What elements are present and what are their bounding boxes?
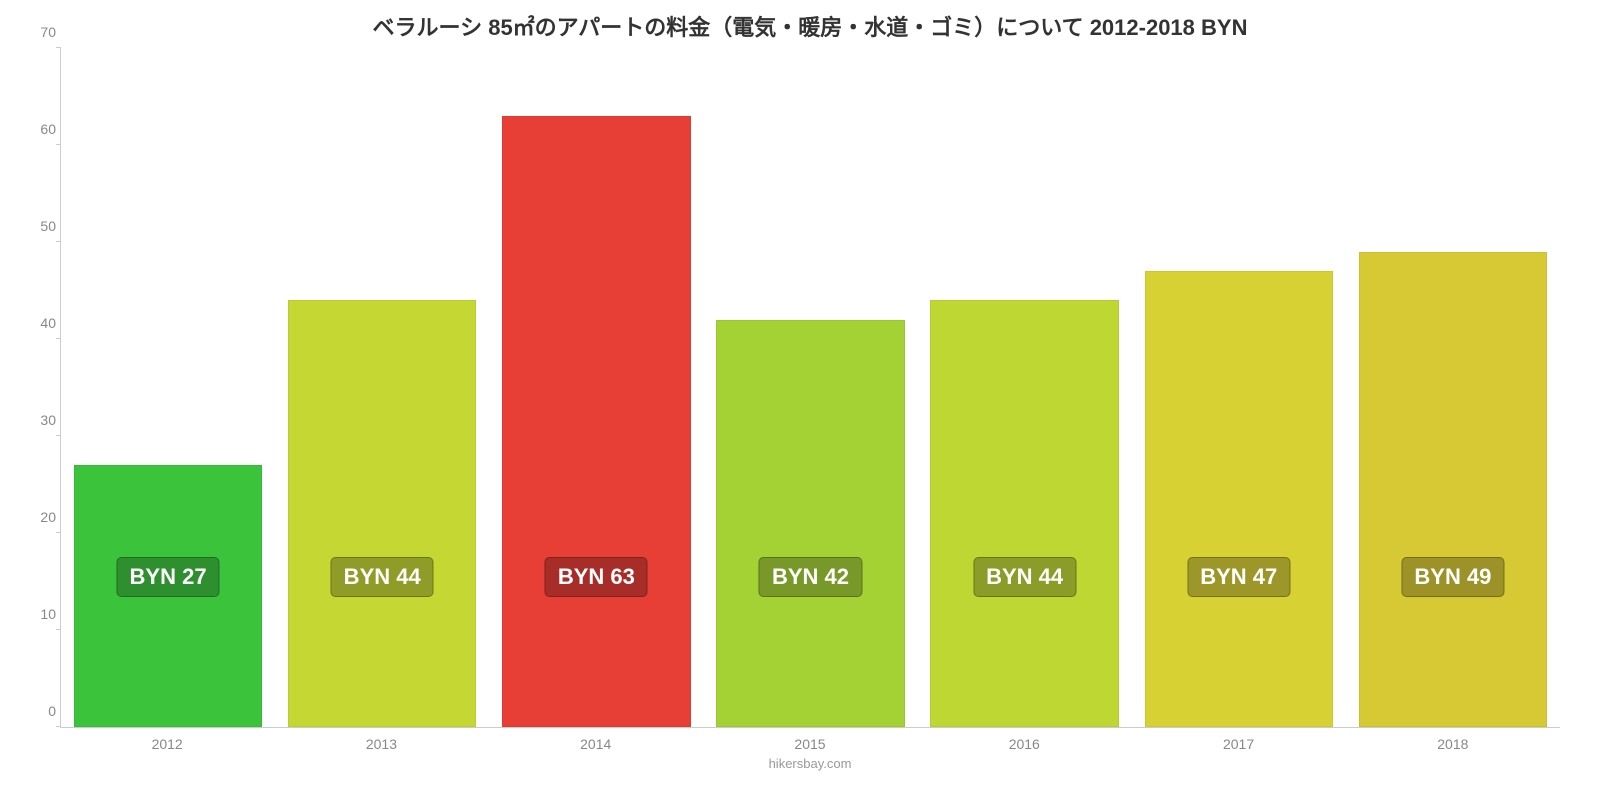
- y-tick-mark: [56, 47, 61, 48]
- y-tick-label: 0: [21, 703, 56, 719]
- y-tick-mark: [56, 144, 61, 145]
- bar-value-label: BYN 44: [331, 557, 434, 597]
- x-tick-label: 2013: [274, 736, 488, 752]
- bar-value-label: BYN 44: [973, 557, 1076, 597]
- bar: [288, 300, 476, 727]
- attribution-text: hikersbay.com: [60, 756, 1560, 771]
- y-tick-label: 20: [21, 509, 56, 525]
- bar-slot: BYN 42: [703, 48, 917, 727]
- bar-value-label: BYN 47: [1187, 557, 1290, 597]
- plot-area: BYN 27 BYN 44 BYN 63 BYN 42 BYN 44 BYN 47 BYN …: [60, 48, 1560, 728]
- bar-value-label: BYN 49: [1401, 557, 1504, 597]
- bar: [1145, 271, 1333, 727]
- chart-container: ベラルーシ 85㎡のアパートの料金（電気・暖房・水道・ゴミ）について 2012-…: [0, 0, 1600, 800]
- bar-slot: BYN 27: [61, 48, 275, 727]
- y-tick-label: 70: [21, 24, 56, 40]
- x-tick-label: 2016: [917, 736, 1131, 752]
- y-tick-label: 30: [21, 412, 56, 428]
- x-tick-label: 2014: [489, 736, 703, 752]
- y-tick-label: 60: [21, 121, 56, 137]
- x-tick-label: 2018: [1346, 736, 1560, 752]
- x-tick-label: 2017: [1131, 736, 1345, 752]
- y-tick-label: 40: [21, 315, 56, 331]
- x-tick-label: 2012: [60, 736, 274, 752]
- y-tick-mark: [56, 532, 61, 533]
- bar: [716, 320, 904, 727]
- y-tick-mark: [56, 241, 61, 242]
- y-tick-mark: [56, 629, 61, 630]
- y-tick-mark: [56, 726, 61, 727]
- bar-slot: BYN 44: [918, 48, 1132, 727]
- y-tick-label: 50: [21, 218, 56, 234]
- bar: [1359, 252, 1547, 727]
- bar: [502, 116, 690, 727]
- bar-slot: BYN 47: [1132, 48, 1346, 727]
- bar-value-label: BYN 27: [117, 557, 220, 597]
- chart-title: ベラルーシ 85㎡のアパートの料金（電気・暖房・水道・ゴミ）について 2012-…: [60, 10, 1560, 42]
- y-tick-label: 10: [21, 606, 56, 622]
- bar-slot: BYN 44: [275, 48, 489, 727]
- x-axis-labels: 2012201320142015201620172018: [60, 736, 1560, 752]
- bar-value-label: BYN 42: [759, 557, 862, 597]
- bar-value-label: BYN 63: [545, 557, 648, 597]
- y-tick-mark: [56, 338, 61, 339]
- x-tick-label: 2015: [703, 736, 917, 752]
- bar: [930, 300, 1118, 727]
- bar-slot: BYN 49: [1346, 48, 1560, 727]
- bars-row: BYN 27 BYN 44 BYN 63 BYN 42 BYN 44 BYN 47 BYN …: [61, 48, 1560, 727]
- y-tick-mark: [56, 435, 61, 436]
- bar-slot: BYN 63: [489, 48, 703, 727]
